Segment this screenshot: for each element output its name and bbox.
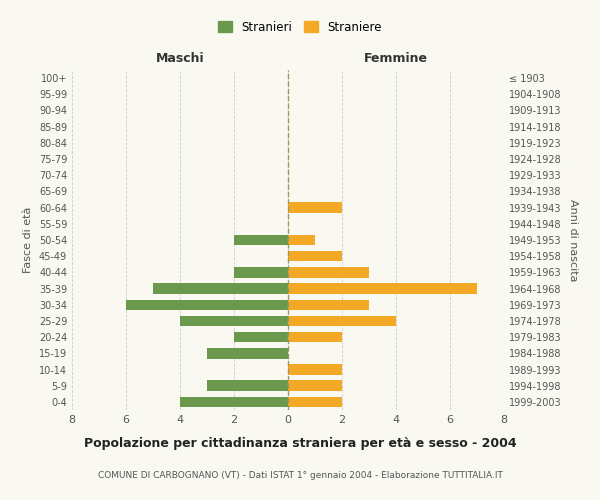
Bar [234, 234, 288, 246]
Bar [180, 316, 288, 326]
Legend: Stranieri, Straniere: Stranieri, Straniere [213, 16, 387, 38]
Bar [288, 251, 342, 262]
Bar [288, 316, 396, 326]
Bar [288, 396, 342, 407]
Bar [126, 300, 288, 310]
Bar [234, 267, 288, 278]
Y-axis label: Fasce di età: Fasce di età [23, 207, 33, 273]
Text: Popolazione per cittadinanza straniera per età e sesso - 2004: Popolazione per cittadinanza straniera p… [83, 437, 517, 450]
Text: Femmine: Femmine [364, 52, 428, 65]
Bar [288, 284, 477, 294]
Bar [207, 380, 288, 391]
Bar [288, 234, 315, 246]
Bar [153, 284, 288, 294]
Text: Maschi: Maschi [155, 52, 205, 65]
Bar [234, 332, 288, 342]
Bar [288, 202, 342, 213]
Bar [288, 380, 342, 391]
Bar [180, 396, 288, 407]
Text: COMUNE DI CARBOGNANO (VT) - Dati ISTAT 1° gennaio 2004 - Elaborazione TUTTITALIA: COMUNE DI CARBOGNANO (VT) - Dati ISTAT 1… [98, 471, 502, 480]
Bar [288, 364, 342, 375]
Y-axis label: Anni di nascita: Anni di nascita [568, 198, 578, 281]
Bar [288, 300, 369, 310]
Bar [288, 332, 342, 342]
Bar [207, 348, 288, 358]
Bar [288, 267, 369, 278]
